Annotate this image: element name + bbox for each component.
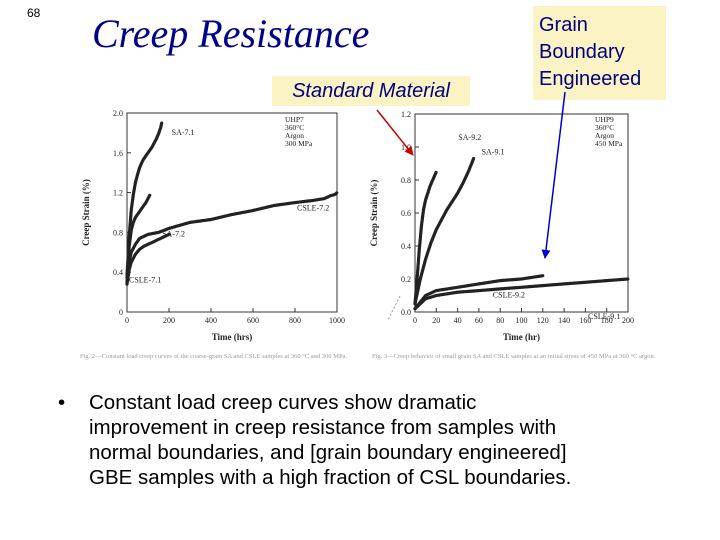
slide-title: Creep Resistance [92,11,370,56]
y-tick-label: 2.0 [113,109,123,118]
x-tick-label: 1000 [329,316,345,325]
series-label: SA-7.1 [172,128,195,137]
bullet-line: normal boundaries, and [grain boundary e… [89,441,567,464]
series-label: CSLE-9.2 [493,291,525,300]
gbe-label-line: Grain [539,14,588,36]
x-tick-label: 100 [516,316,528,325]
series-label: CSLE-7.2 [297,204,329,213]
slide-number: 68 [27,6,41,20]
y-axis-label: Creep Strain (%) [81,179,91,246]
x-tick-label: 80 [496,316,504,325]
y-tick-label: 0.0 [401,308,411,317]
bullet-line: improvement in creep resistance from sam… [89,416,557,439]
gbe-label: Grain Boundary Engineered [533,6,666,100]
x-tick-label: 0 [413,316,417,325]
series-line [125,121,164,276]
x-tick-label: 140 [558,316,570,325]
x-axis-label: Time (hr) [503,332,540,342]
x-tick-label: 0 [125,316,129,325]
y-tick-label: 0.6 [401,209,411,218]
series-line [413,274,545,311]
x-tick-label: 180 [601,316,613,325]
series-label: CSLE-9.1 [588,312,620,321]
y-tick-label: 0.2 [401,275,411,284]
y-axis-label: Creep Strain (%) [369,180,379,247]
y-tick-label: 0.4 [113,268,123,277]
connector-line [387,295,401,321]
red-arrow [376,109,414,156]
series-line [125,191,339,279]
series-line [413,170,438,306]
standard-material-label: Standard Material [272,76,470,106]
series-line [413,277,630,311]
gbe-label-line: Boundary [539,41,625,63]
legend-text: 300 MPa [285,139,313,148]
y-tick-label: 0.8 [113,228,123,237]
y-tick-label: 0.8 [401,176,411,185]
figure-caption: Fig. 2—Constant load creep curves of the… [80,353,347,360]
x-tick-label: 160 [579,316,591,325]
legend-text: UHP7 [285,115,304,124]
series-label: SA-9.1 [482,148,505,157]
plot-frame [126,112,338,313]
x-tick-label: 40 [454,316,462,325]
legend-text: 450 MPa [595,139,623,148]
series-label: SA-7.2 [162,230,185,239]
y-tick-label: 0.4 [401,242,411,251]
legend-text: 360°C [595,123,614,132]
x-tick-label: 200 [622,316,634,325]
x-tick-label: 120 [537,316,549,325]
legend-text: UHP9 [595,115,614,124]
x-tick-label: 400 [205,316,217,325]
series-label: CSLE-7.1 [129,275,161,284]
gbe-label-line: Engineered [539,68,642,90]
figure-caption: Fig. 3—Creep behavior of small grain SA … [372,353,656,360]
legend-text: Argon [285,131,304,140]
legend-text: 360°C [285,123,304,132]
series-line [125,193,152,284]
y-tick-label: 1.6 [113,149,123,158]
x-tick-label: 800 [289,316,301,325]
legend-text: Argon [595,131,614,140]
series-line [413,156,476,306]
bullet-line: Constant load creep curves show dramatic [89,391,477,414]
series-line [125,232,171,286]
y-tick-label: 1.2 [401,110,411,119]
bullet-dot: • [58,391,66,414]
x-tick-label: 20 [432,316,440,325]
series-label: SA-9.2 [458,133,481,142]
x-tick-label: 60 [475,316,483,325]
x-axis-label: Time (hrs) [212,332,253,342]
y-tick-label: 1.2 [113,189,123,198]
x-tick-label: 200 [163,316,175,325]
x-tick-label: 600 [247,316,259,325]
y-tick-label: 0 [119,308,123,317]
blue-arrow [541,91,566,259]
bullet-line: GBE samples with a high fraction of CSL … [89,466,572,489]
